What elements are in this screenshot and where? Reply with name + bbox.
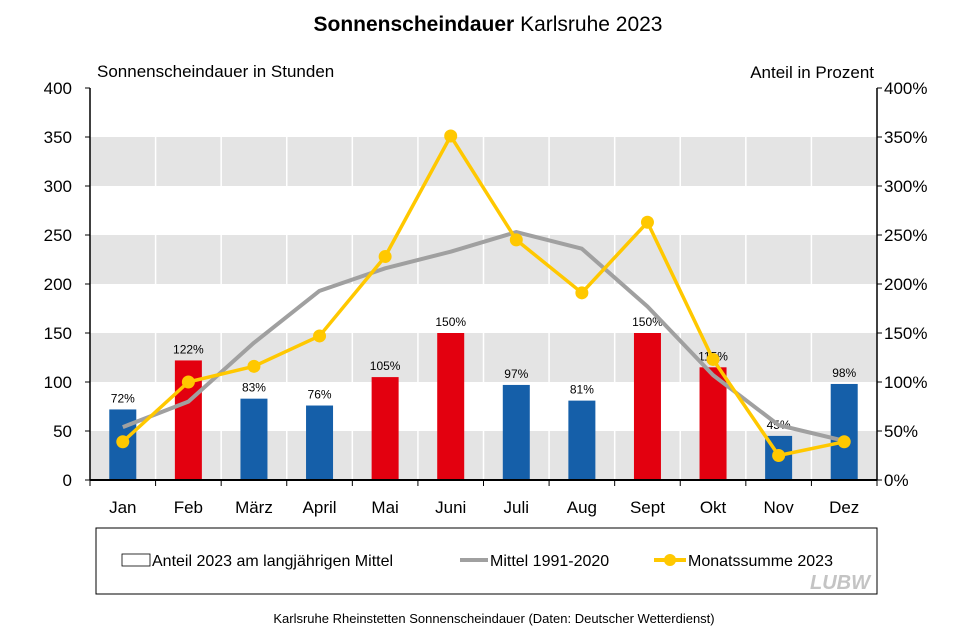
marker-April	[313, 329, 327, 343]
x-tick-label-Mai: Mai	[371, 498, 398, 517]
legend-label-monatssumme: Monatssumme 2023	[688, 553, 833, 570]
right-tick-label: 350%	[884, 128, 927, 147]
right-tick-label: 100%	[884, 373, 927, 392]
right-tick-label: 400%	[884, 79, 927, 98]
x-tick-label-März: März	[235, 498, 273, 517]
bar-label-Aug: 81%	[570, 383, 594, 397]
line-monatssumme	[121, 134, 845, 458]
x-tick-label-Aug: Aug	[567, 498, 597, 517]
marker-Okt	[706, 352, 720, 366]
bar-label-Mai: 105%	[370, 359, 401, 373]
left-tick-label: 400	[44, 79, 72, 98]
bar-label-Sept: 150%	[632, 315, 663, 329]
right-tick-label: 0%	[884, 471, 909, 490]
left-tick-label: 0	[63, 471, 72, 490]
x-tick-label-Sept: Sept	[630, 498, 665, 517]
x-tick-label-Juli: Juli	[504, 498, 530, 517]
bar-April	[306, 405, 334, 480]
left-tick-label: 200	[44, 275, 72, 294]
line-mittel	[122, 230, 845, 443]
footnote: Karlsruhe Rheinstetten Sonnenscheindauer…	[273, 611, 714, 626]
bar-März	[240, 398, 268, 480]
bar-Mai	[371, 377, 399, 480]
bar-label-Feb: 122%	[173, 342, 204, 356]
left-tick-label: 250	[44, 226, 72, 245]
legend-label-mittel: Mittel 1991-2020	[490, 553, 609, 570]
marker-Sept	[640, 215, 654, 229]
left-tick-label: 50	[53, 422, 72, 441]
right-tick-label: 200%	[884, 275, 927, 294]
legend-marker-monatssumme	[664, 554, 676, 566]
marker-Aug	[575, 286, 589, 300]
left-axis-label: Sonnenscheindauer in Stunden	[97, 62, 334, 81]
bar-Sept	[633, 333, 661, 480]
bar-label-Jan: 72%	[111, 391, 135, 405]
bar-Dez	[830, 383, 858, 480]
marker-Mai	[378, 250, 392, 264]
x-tick-label-Jan: Jan	[109, 498, 136, 517]
legend-label-bar: Anteil 2023 am langjährigen Mittel	[152, 553, 393, 570]
legend: Anteil 2023 am langjährigen Mittel Mitte…	[95, 527, 878, 595]
x-tick-label-Nov: Nov	[764, 498, 795, 517]
marker-Feb	[181, 375, 195, 389]
right-axis-label: Anteil in Prozent	[750, 63, 874, 82]
x-tick-label-Dez: Dez	[829, 498, 859, 517]
right-tick-label: 150%	[884, 324, 927, 343]
marker-Juni	[444, 129, 458, 143]
left-tick-label: 100	[44, 373, 72, 392]
left-tick-label: 350	[44, 128, 72, 147]
left-tick-label: 300	[44, 177, 72, 196]
lubw-logo: LUBW	[810, 572, 872, 594]
left-tick-label: 150	[44, 324, 72, 343]
marker-Nov	[772, 449, 786, 462]
marker-Dez	[837, 435, 851, 449]
bar-Okt	[699, 367, 727, 480]
marker-März	[247, 359, 261, 373]
bar-Juni	[437, 333, 465, 480]
bar-label-Dez: 98%	[832, 366, 856, 380]
x-tick-label-Okt: Okt	[700, 498, 727, 517]
bar-Aug	[568, 400, 596, 480]
right-tick-label: 250%	[884, 226, 927, 245]
bar-Juli	[502, 384, 530, 480]
legend-swatch-bar	[121, 553, 151, 567]
bar-label-Juli: 97%	[504, 367, 528, 381]
right-tick-label: 50%	[884, 422, 918, 441]
bar-label-Juni: 150%	[435, 315, 466, 329]
chart-title: Sonnenscheindauer Karlsruhe 2023	[314, 13, 663, 36]
marker-Juli	[509, 233, 523, 247]
bar-label-April: 76%	[308, 388, 332, 402]
right-tick-label: 300%	[884, 177, 927, 196]
x-tick-label-April: April	[303, 498, 337, 517]
x-tick-label-Feb: Feb	[174, 498, 203, 517]
x-tick-label-Juni: Juni	[435, 498, 466, 517]
marker-Jan	[116, 435, 130, 449]
bar-label-März: 83%	[242, 381, 266, 395]
